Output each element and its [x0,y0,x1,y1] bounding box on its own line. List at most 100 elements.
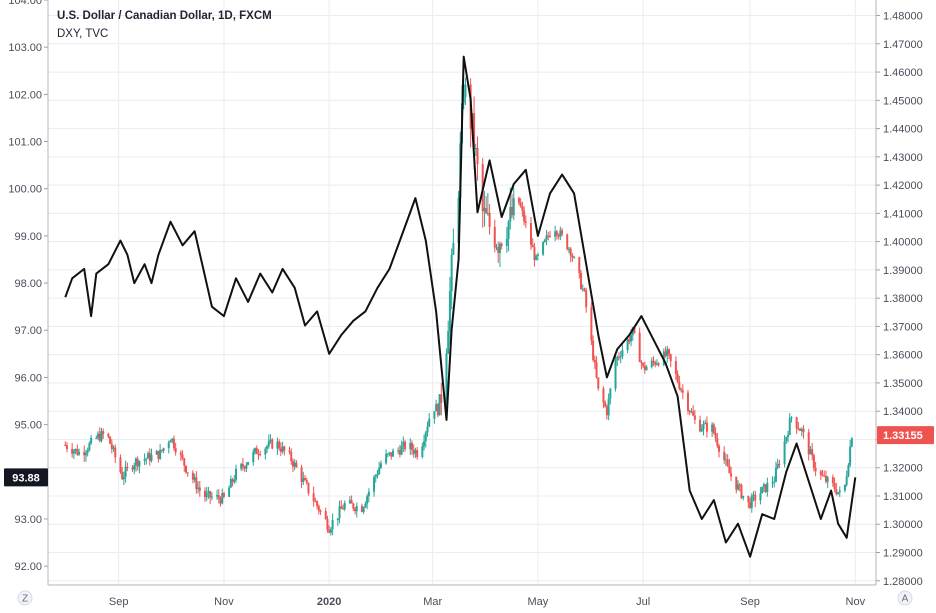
candle-body [195,477,198,489]
candle-body [366,496,369,504]
candle-body [157,450,160,459]
candle-body [674,361,677,374]
candle-body [826,477,829,482]
right-corner-button[interactable]: A [897,590,913,606]
candle-body [112,447,115,449]
candle-body [348,500,351,503]
usdcad-candles [64,77,853,536]
candle-body [559,230,562,237]
right-corner-label: A [902,594,909,605]
candle-body [567,248,570,250]
candle-body [410,442,413,450]
candle-body [664,351,667,356]
candle-body [193,477,196,480]
candle-body [423,441,426,447]
left-tick-label: 101.00 [8,137,42,149]
candle-body [300,467,303,482]
candle-body [124,466,127,477]
candle-body [367,491,370,497]
candle-body [186,472,189,474]
candle-body [614,360,617,389]
right-tick-label: 1.35000 [883,378,923,390]
candle-body [307,482,310,494]
x-tick-label: Nov [846,596,866,608]
candle-body [428,418,431,427]
candle-body [438,394,441,416]
candle-body [122,476,125,480]
candle-body [512,198,515,216]
candle-body [362,507,365,512]
candle-body [409,442,412,450]
right-last-value-badge [877,426,934,445]
candle-body [524,221,527,223]
candle-body [293,462,296,467]
candle-body [833,483,836,490]
candle-body [809,449,812,455]
candle-body [676,373,679,382]
candle-body [207,491,210,494]
candle-body [507,221,510,239]
candle-body [109,436,112,444]
candle-body [84,452,87,456]
candle-body [331,520,334,530]
right-tick-label: 1.34000 [883,406,923,418]
candle-body [795,417,798,429]
candle-body [138,461,141,467]
candle-body [747,495,750,503]
candle-body [340,506,343,509]
candle-body [750,495,753,508]
candle-body [604,402,607,407]
candle-body [233,480,236,482]
candle-body [350,500,353,504]
candle-body [95,437,98,439]
candle-body [797,428,800,430]
candle-body [678,381,681,389]
candle-body [571,255,574,258]
left-tick-label: 104.00 [8,0,42,7]
candle-body [295,462,298,468]
candle-body [847,465,850,477]
candle-body [645,366,648,371]
candle-body [185,465,187,473]
candle-body [159,449,162,459]
candle-body [421,446,424,457]
candle-body [714,433,717,439]
candle-body [133,465,136,470]
candle-body [336,518,339,521]
left-corner-button[interactable]: Z [17,590,33,606]
candle-body [699,419,702,432]
candle-body [790,417,793,419]
candle-body [517,198,520,203]
candle-body [254,448,256,452]
candle-body [845,476,848,485]
candle-body [726,459,729,466]
candle-body [530,222,532,245]
candle-body [155,450,158,455]
candle-body [785,437,788,442]
candle-body [737,484,739,490]
candle-body [509,207,512,222]
candle-body [566,234,569,250]
candle-body [302,478,305,482]
candle-body [619,356,622,358]
candle-body [319,510,322,512]
candle-body [759,493,762,501]
candle-body [378,467,381,475]
candle-body [521,206,524,211]
auto-scale-icon [897,590,913,606]
right-tick-label: 1.44000 [883,124,923,136]
candle-body [222,493,225,497]
candle-body [150,454,153,461]
candle-body [252,451,255,463]
candle-body [617,356,620,358]
candle-body [278,441,281,449]
candle-body [771,482,774,484]
candle-body [824,475,827,482]
candle-body [593,359,596,363]
candle-body [787,434,790,438]
candle-body [485,208,488,214]
candle-body [642,363,645,366]
right-tick-label: 1.47000 [883,39,923,51]
candle-body [716,438,719,446]
candle-body [448,291,451,331]
